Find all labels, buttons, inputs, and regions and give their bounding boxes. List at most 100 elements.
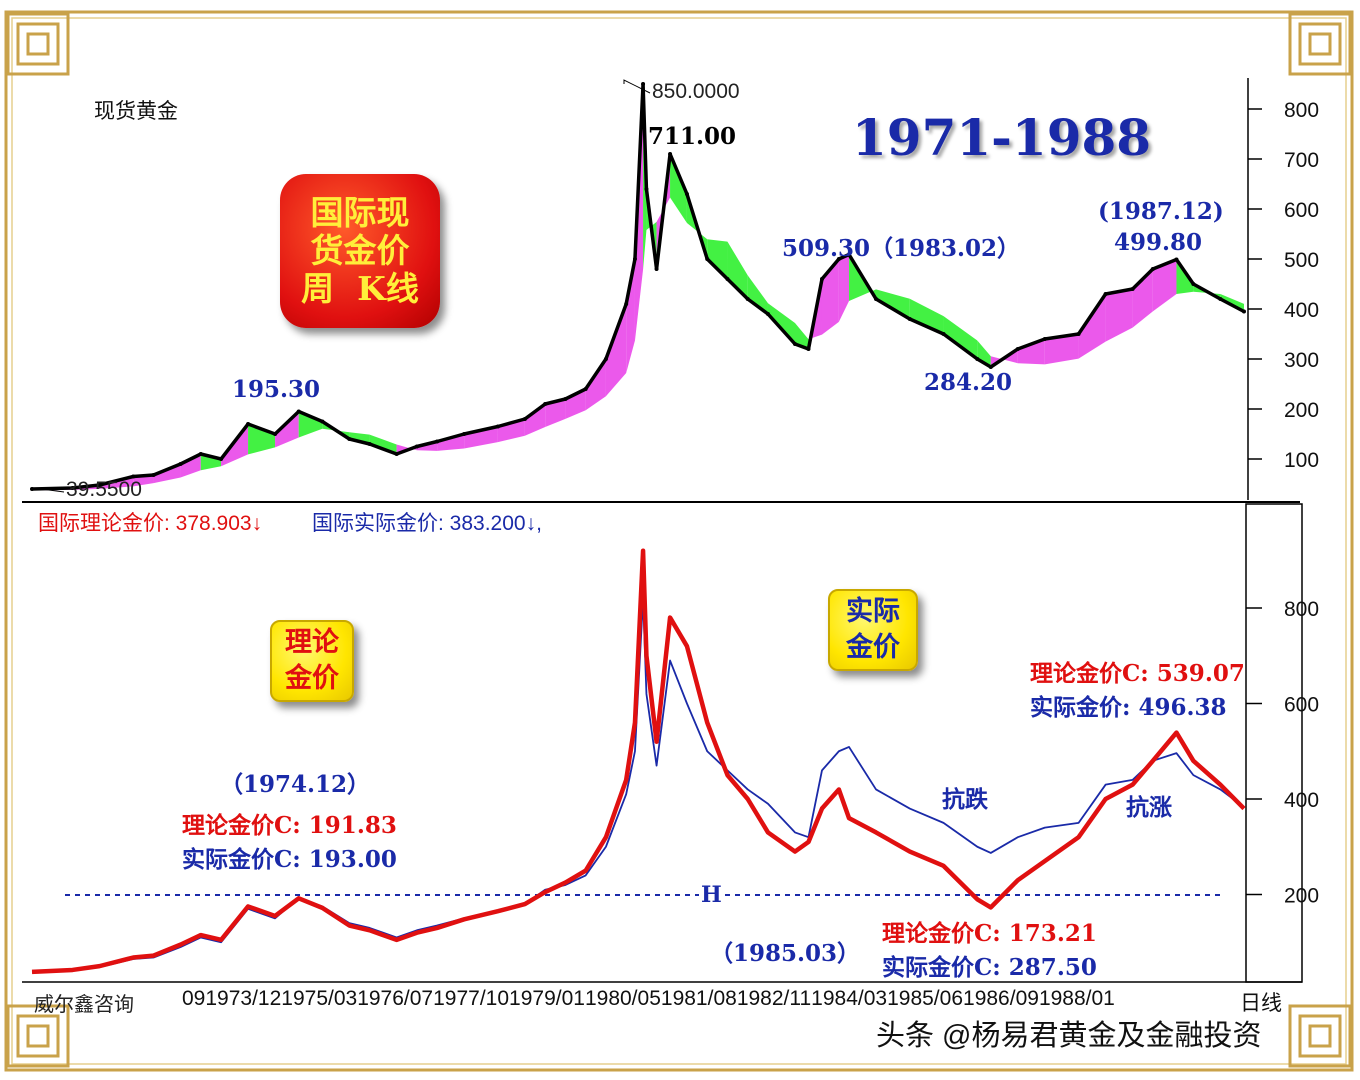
price-point <box>246 422 251 426</box>
annotation-actual-1985: 实际金价C: 287.50 <box>882 954 1097 981</box>
price-point <box>178 462 183 466</box>
x-tick-label: 1977/10 <box>433 987 510 1010</box>
price-point <box>745 297 750 301</box>
h-level-marker: H <box>699 882 724 908</box>
bottom-y-tick-label: 800 <box>1284 598 1319 621</box>
annotation-195: 195.30 <box>232 376 321 403</box>
price-point <box>131 474 136 479</box>
badge-line: 国际现 <box>310 193 410 232</box>
price-point <box>792 342 797 346</box>
price-point <box>367 442 372 446</box>
annotation-1974-date: （1974.12） <box>220 771 371 798</box>
price-band-segment <box>670 154 687 224</box>
low-price-label: 39.5500 <box>66 478 142 501</box>
price-point <box>273 432 278 436</box>
price-point <box>1150 267 1155 271</box>
price-point <box>603 357 608 361</box>
price-point <box>907 317 912 321</box>
price-point <box>975 357 980 361</box>
price-band-segment <box>524 404 546 436</box>
actual-price-line <box>31 597 1245 973</box>
x-axis-suffix: 日线 <box>1240 992 1282 1015</box>
price-point <box>705 257 710 261</box>
price-band-segment <box>180 454 201 478</box>
annotation-resist-rise: 抗涨 <box>1126 794 1172 821</box>
price-band-segment <box>909 298 944 334</box>
annotation-499: 499.80 <box>1114 229 1203 256</box>
annotation-theory-1985: 理论金价C: 173.21 <box>882 920 1097 947</box>
price-point <box>198 452 203 456</box>
price-point <box>1174 257 1179 262</box>
price-point <box>495 424 500 429</box>
price-band-segment <box>464 426 498 449</box>
x-tick-label: 1988/01 <box>1038 987 1115 1010</box>
price-point <box>394 452 399 456</box>
x-tick-label: 1985/06 <box>887 987 964 1010</box>
price-band-segment <box>605 304 627 397</box>
bottom-series <box>31 548 1246 975</box>
legend-actual: 国际实际金价: 383.200↓, <box>312 512 542 535</box>
price-band-segment <box>565 389 586 419</box>
price-band-segment <box>646 189 657 269</box>
price-point <box>684 192 689 196</box>
bottom-y-tick-label: 600 <box>1284 694 1319 717</box>
top-y-tick-label: 400 <box>1284 299 1319 322</box>
price-band-segment <box>821 259 839 335</box>
watermark: 头条 @杨易君黄金及金融投资 <box>876 1020 1262 1052</box>
x-axis-ticks: 09 1973/12 1975/03 1976/07 1977/10 1979/01 198… <box>182 987 1115 1011</box>
badge-line: 实际 <box>846 596 900 627</box>
price-band-segment <box>153 464 181 484</box>
corner-ornament-bl-icon <box>6 1004 70 1068</box>
bottom-axis-box <box>1245 503 1303 983</box>
price-point <box>583 387 588 391</box>
actual-price-badge: 实际 金价 <box>828 589 918 671</box>
price-band-segment <box>437 434 465 451</box>
x-tick-label: 1982/11 <box>736 987 812 1010</box>
price-point <box>806 347 811 351</box>
price-band-segment <box>1152 259 1177 312</box>
top-y-tick-label: 800 <box>1284 99 1319 122</box>
low-leader-line <box>33 487 65 493</box>
price-point <box>1103 292 1108 296</box>
top-y-tick-label: 500 <box>1284 249 1319 272</box>
x-tick-label: 1973/12 <box>205 987 282 1010</box>
bottom-y-tick-label: 400 <box>1284 789 1319 812</box>
price-band-segment <box>1132 269 1153 328</box>
price-point <box>1191 282 1196 286</box>
top-y-tick-label: 100 <box>1284 449 1319 472</box>
price-band-segment <box>1105 289 1133 342</box>
price-point <box>725 277 730 281</box>
annotation-theory-1987: 理论金价C: 539.07 <box>1030 660 1245 687</box>
annotation-actual-1987: 实际金价: 496.38 <box>1030 694 1227 721</box>
price-band-segment <box>275 411 299 448</box>
price-point <box>462 432 467 436</box>
price-point <box>70 486 75 490</box>
badge-line: 货金价 <box>310 231 410 270</box>
price-point <box>641 82 646 86</box>
badge-line: 金价 <box>846 632 900 663</box>
corner-ornament-tl-icon <box>6 12 70 76</box>
annotation-509: 509.30（1983.02） <box>782 235 1021 262</box>
price-point <box>219 457 224 461</box>
bottom-y-tick-label: 200 <box>1284 885 1319 908</box>
price-point <box>668 152 673 156</box>
source-label: 威尔鑫咨询 <box>34 994 134 1016</box>
price-band-segment <box>545 399 566 428</box>
price-point <box>836 257 841 261</box>
price-point <box>874 297 879 301</box>
badge-line: 金价 <box>285 663 339 694</box>
price-point <box>644 187 649 191</box>
top-y-ticks: 100 200 300 400 500 600 700 800 <box>1248 99 1319 472</box>
price-point <box>1130 287 1135 291</box>
annotation-1987-date: (1987.12) <box>1098 198 1224 225</box>
x-tick-label: 09 <box>182 987 206 1010</box>
price-point <box>414 444 419 449</box>
weekly-kline-badge: 国际现 货金价 周 K线 <box>280 174 440 328</box>
x-tick-label: 1986/09 <box>963 987 1039 1010</box>
annotation-1985-date: （1985.03） <box>710 940 861 967</box>
top-y-tick-label: 700 <box>1284 149 1319 172</box>
legend-theory: 国际理论金价: 378.903↓ <box>38 512 263 535</box>
x-tick-label: 1980/05 <box>584 987 661 1010</box>
